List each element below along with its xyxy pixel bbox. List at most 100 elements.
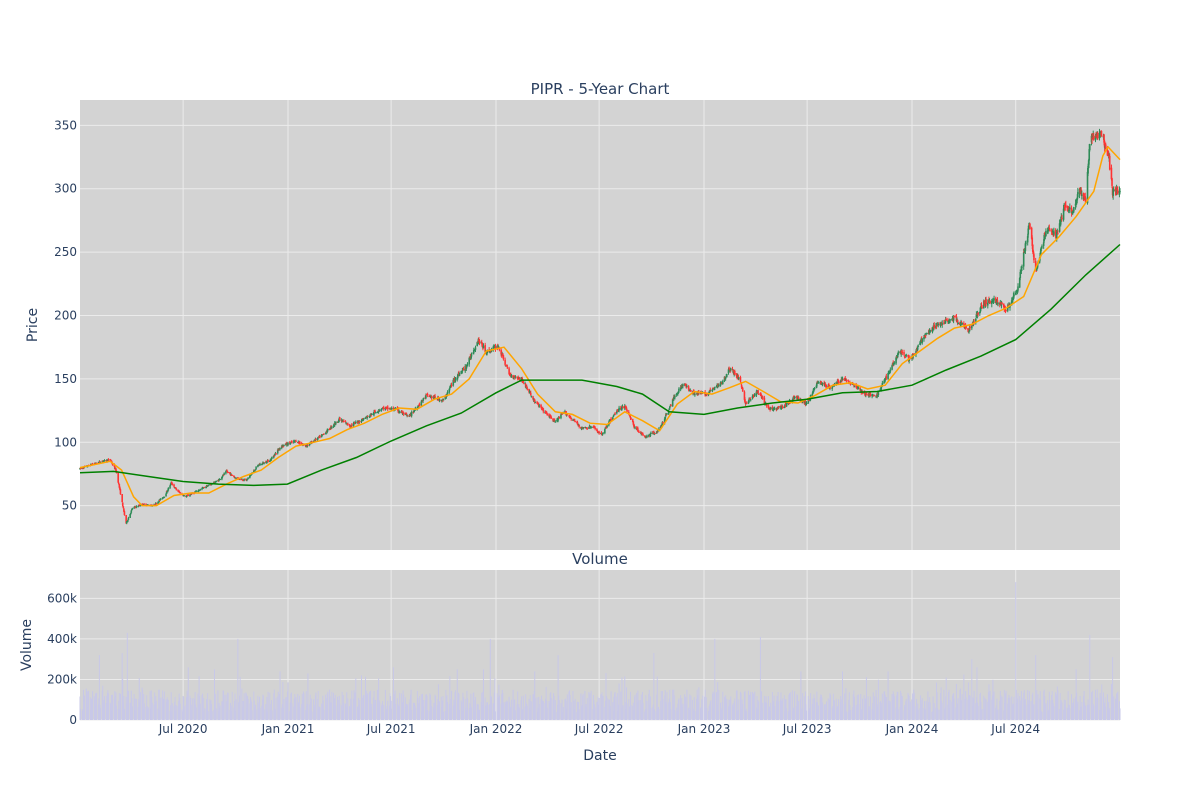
volume-bar-518 xyxy=(493,703,495,720)
candle-584 xyxy=(545,410,547,413)
volume-bar-79 xyxy=(142,708,144,720)
volume-bar-823 xyxy=(736,690,738,720)
volume-bar-33 xyxy=(106,695,108,720)
candle-406 xyxy=(402,412,405,416)
volume-bar-883 xyxy=(784,711,786,720)
volume-bar-421 xyxy=(415,707,417,720)
volume-bar-800 xyxy=(717,710,719,720)
candle-52 xyxy=(121,493,123,503)
candle-239 xyxy=(270,459,272,461)
candle-25 xyxy=(99,461,101,463)
volume-bar-653 xyxy=(600,705,602,720)
volume-bar-566 xyxy=(530,701,532,720)
volume-bar-38 xyxy=(110,704,112,720)
volume-bar-171 xyxy=(215,708,217,720)
candle-911 xyxy=(805,401,808,406)
volume-bar-628 xyxy=(580,706,582,720)
candle-1303 xyxy=(1119,188,1121,194)
volume-bar-251 xyxy=(279,671,281,720)
volume-bar-960 xyxy=(845,688,847,720)
volume-bar-810 xyxy=(725,702,727,720)
volume-bar-1100 xyxy=(957,703,959,720)
volume-bar-283 xyxy=(305,691,307,720)
candle-146 xyxy=(195,490,198,492)
volume-bar-748 xyxy=(676,711,678,720)
volume-bar-388 xyxy=(389,693,391,720)
volume-bar-1011 xyxy=(885,697,887,720)
volume-bar-43 xyxy=(114,691,116,720)
volume-bar-699 xyxy=(637,690,639,720)
volume-bar-797 xyxy=(716,692,718,720)
volume-bar-355 xyxy=(362,695,364,720)
price-y-tick-label-0: 50 xyxy=(62,499,77,513)
volume-bar-120 xyxy=(175,710,177,720)
volume-bar-856 xyxy=(762,702,764,720)
volume-bar-806 xyxy=(722,691,724,720)
volume-bar-1130 xyxy=(981,710,983,720)
volume-bar-384 xyxy=(386,709,388,720)
volume-bar-223 xyxy=(257,702,259,720)
volume-bar-1230 xyxy=(1060,700,1062,720)
candle-681 xyxy=(622,406,624,409)
volume-bar-290 xyxy=(310,698,312,720)
volume-bar-914 xyxy=(808,708,810,720)
candle-210 xyxy=(246,478,249,480)
volume-bar-367 xyxy=(372,697,374,720)
candle-371 xyxy=(374,411,377,414)
volume-bar-146 xyxy=(195,707,197,720)
volume-bar-503 xyxy=(481,693,483,720)
volume-bar-928 xyxy=(820,694,822,720)
volume-bar-1195 xyxy=(1032,705,1034,720)
volume-bar-1217 xyxy=(1051,694,1053,720)
volume-bar-339 xyxy=(350,698,352,720)
volume-bar-1006 xyxy=(881,693,883,720)
volume-bar-507 xyxy=(484,697,486,720)
volume-bar-836 xyxy=(746,711,748,720)
volume-bar-1194 xyxy=(1032,692,1034,720)
volume-bar-300 xyxy=(318,706,320,720)
volume-bar-409 xyxy=(406,703,408,720)
volume-bar-574 xyxy=(537,707,539,720)
volume-bar-209 xyxy=(246,708,248,720)
volume-bar-656 xyxy=(602,695,604,720)
volume-bar-129 xyxy=(182,695,184,720)
volume-bar-1254 xyxy=(1080,707,1082,720)
volume-bar-980 xyxy=(861,709,863,720)
volume-bar-951 xyxy=(837,699,839,720)
volume-bar-1008 xyxy=(884,691,886,720)
volume-bar-417 xyxy=(412,702,414,720)
volume-bar-116 xyxy=(171,703,173,720)
candle-575 xyxy=(537,402,540,408)
volume-bar-986 xyxy=(865,677,867,720)
volume-bar-329 xyxy=(342,710,344,720)
volume-bar-969 xyxy=(852,694,854,720)
price-plot-background xyxy=(80,100,1120,550)
volume-bar-103 xyxy=(162,690,164,720)
volume-bar-487 xyxy=(468,708,470,720)
volume-bar-80 xyxy=(143,694,145,720)
volume-bar-6 xyxy=(84,695,86,720)
volume-bar-721 xyxy=(654,711,656,720)
volume-bar-915 xyxy=(809,699,811,720)
volume-bar-406 xyxy=(403,694,405,720)
volume-bar-170 xyxy=(215,693,217,720)
volume-bar-764 xyxy=(689,694,691,720)
candle-651 xyxy=(598,430,600,435)
volume-bar-125 xyxy=(179,697,181,720)
volume-bar-321 xyxy=(335,705,337,720)
candle-54 xyxy=(122,506,125,509)
volume-bar-798 xyxy=(716,705,718,720)
candle-476 xyxy=(458,372,461,377)
candle-647 xyxy=(596,428,598,432)
candle-226 xyxy=(259,462,261,466)
volume-bar-498 xyxy=(477,705,479,720)
volume-bar-963 xyxy=(848,699,850,720)
candle-346 xyxy=(355,420,357,425)
candle-850 xyxy=(757,389,759,394)
candle-1051 xyxy=(917,344,920,348)
volume-bar-1029 xyxy=(900,693,902,720)
volume-bar-386 xyxy=(387,700,389,720)
volume-bar-834 xyxy=(745,710,747,720)
volume-bar-21 xyxy=(96,692,98,720)
